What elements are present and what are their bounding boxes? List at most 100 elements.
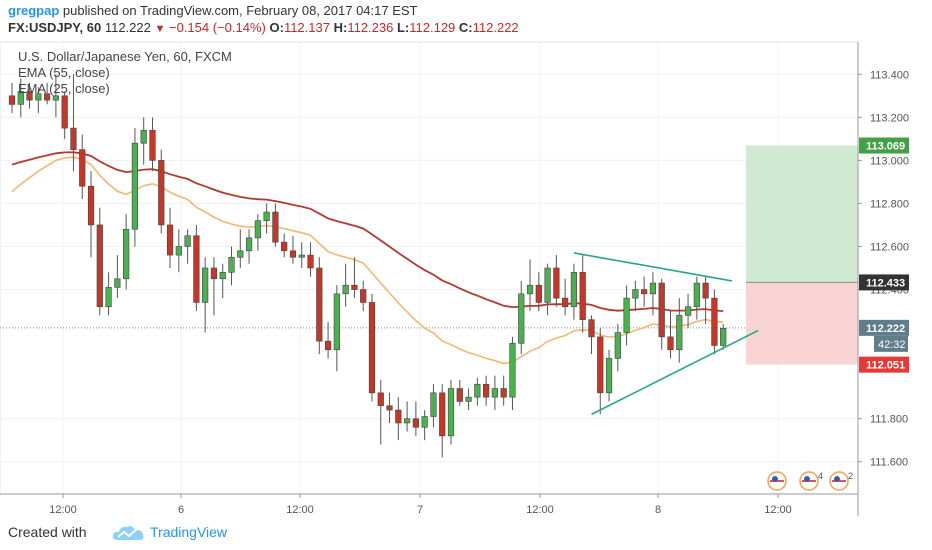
- tradingview-cloud-icon: [112, 526, 144, 540]
- price-axis[interactable]: 113.400 113.200 113.000 112.800 112.600 112.4…: [857, 42, 909, 516]
- y-tick-label: 113.200: [870, 112, 909, 124]
- time-axis[interactable]: 12:00 6 12:00 7 12:00 8 12:00: [0, 493, 858, 516]
- up-candle: [114, 278, 121, 288]
- price-tag-label[interactable]: 112.051: [866, 360, 905, 372]
- price-tag-bg[interactable]: [859, 356, 909, 373]
- candlestick-chart[interactable]: 113.400 113.200 113.000 112.800 112.600 112.4…: [0, 0, 932, 520]
- price-tag-bg[interactable]: [859, 137, 909, 154]
- up-candle: [632, 289, 639, 299]
- low-value: 112.129: [409, 20, 456, 35]
- event-count: 2: [848, 471, 853, 481]
- price-tag-label[interactable]: 112.433: [866, 277, 905, 289]
- x-tick-label: 8: [655, 504, 661, 516]
- up-candle: [518, 293, 525, 344]
- price-tag-bg[interactable]: [859, 319, 909, 336]
- y-tick-label: 112.600: [870, 241, 909, 253]
- ema55-label[interactable]: EMA (55, close): [18, 65, 110, 80]
- x-tick-label: 7: [417, 504, 423, 516]
- ema25-line: [11, 156, 724, 365]
- up-candle: [184, 235, 191, 247]
- price-tag-bg[interactable]: [859, 274, 909, 291]
- author-name[interactable]: gregpap: [8, 3, 60, 18]
- down-candle: [500, 388, 507, 398]
- ema-lines: [11, 151, 724, 365]
- up-candle: [491, 388, 499, 398]
- up-candle: [140, 129, 147, 144]
- y-tick-label: 112.800: [870, 198, 909, 210]
- down-candle: [44, 93, 51, 101]
- countdown-label: 42:32: [878, 339, 906, 351]
- down-candle: [8, 95, 16, 105]
- instrument-label[interactable]: U.S. Dollar/Japanese Yen, 60, FXCM: [18, 49, 232, 64]
- up-candle: [52, 95, 59, 101]
- x-tick-label: 6: [178, 504, 184, 516]
- publish-line: gregpap published on TradingView.com, Fe…: [8, 3, 418, 18]
- trendlines[interactable]: [573, 252, 759, 416]
- up-candle: [430, 392, 437, 417]
- down-candle: [272, 211, 279, 243]
- ema25-label[interactable]: EMA (25, close): [18, 81, 110, 96]
- low-label: L:: [396, 20, 410, 35]
- down-candle: [456, 388, 463, 402]
- up-candle: [333, 293, 340, 351]
- symbol-line: FX:USDJPY, 60 112.222 ▼ −0.154 (−0.14%) …: [8, 20, 519, 35]
- up-candle: [298, 254, 305, 258]
- flag-canton-icon: [834, 476, 840, 482]
- open-label: O:: [269, 20, 284, 35]
- close-value: 112.222: [472, 20, 519, 35]
- position-zones[interactable]: [746, 145, 858, 365]
- tradingview-brand[interactable]: TradingView: [150, 524, 228, 540]
- down-candle: [96, 224, 103, 308]
- channel-upper-line[interactable]: [573, 252, 733, 282]
- price-tag-label[interactable]: 113.069: [866, 141, 905, 153]
- down-candle: [562, 297, 569, 308]
- ema55-line: [11, 151, 724, 312]
- down-candle: [307, 254, 314, 269]
- target-zone[interactable]: [746, 145, 858, 283]
- up-candle: [105, 287, 112, 308]
- down-candle: [316, 267, 323, 342]
- down-candle: [553, 267, 560, 299]
- y-tick-label: 111.800: [870, 414, 908, 426]
- high-value: 112.236: [347, 20, 394, 35]
- up-candle: [202, 267, 209, 303]
- up-candle: [35, 93, 42, 101]
- up-candle: [720, 327, 727, 346]
- down-candle: [351, 284, 358, 290]
- down-candle: [535, 284, 542, 303]
- x-tick-label: 12:00: [286, 504, 314, 516]
- footer: [0, 517, 932, 550]
- countdown-bg: [874, 335, 908, 352]
- up-candle: [403, 418, 411, 424]
- channel-lower-line[interactable]: [591, 329, 759, 416]
- down-candle: [281, 241, 288, 252]
- down-candle: [483, 383, 490, 398]
- symbol: FX:USDJPY, 60: [8, 20, 102, 35]
- up-candle: [123, 228, 130, 280]
- price-tag-label[interactable]: 112.222: [866, 323, 905, 335]
- up-candle: [263, 211, 270, 221]
- down-candle: [193, 235, 200, 303]
- up-candle: [614, 332, 621, 359]
- down-arrow-icon: ▼: [154, 23, 166, 35]
- y-tick-label: 113.400: [870, 69, 909, 81]
- stop-zone[interactable]: [746, 282, 858, 365]
- down-candle: [386, 405, 393, 411]
- candles: [8, 74, 727, 458]
- up-candle: [17, 91, 24, 105]
- last-price: 112.222: [104, 20, 151, 35]
- up-candle: [421, 416, 428, 428]
- down-candle: [166, 224, 174, 256]
- x-tick-label: 12:00: [764, 504, 792, 516]
- down-candle: [87, 185, 95, 226]
- price-change: −0.154 (−0.14%): [169, 20, 266, 35]
- published-text: published on TradingView.com, February 0…: [59, 3, 418, 18]
- up-candle: [447, 388, 455, 437]
- up-candle: [219, 272, 226, 280]
- up-candle: [131, 142, 139, 230]
- up-candle: [342, 284, 349, 295]
- down-candle: [26, 91, 33, 101]
- open-value: 112.137: [283, 20, 330, 35]
- up-candle: [175, 246, 182, 256]
